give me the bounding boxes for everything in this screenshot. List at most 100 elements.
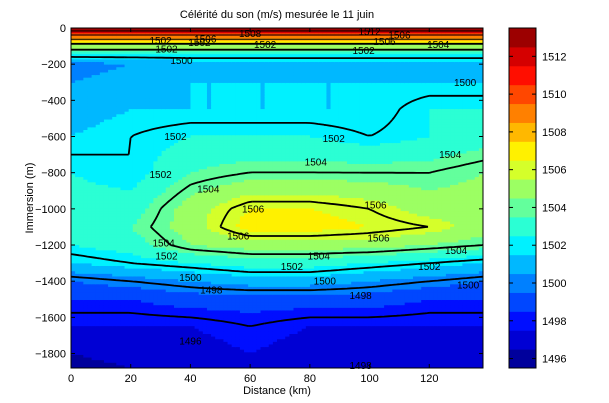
heatmap-cell [99,54,105,58]
heatmap-cell [75,82,80,87]
heatmap-cell [83,292,89,296]
heatmap-cell [75,289,80,293]
heatmap-cell [91,190,97,194]
heatmap-cell [141,200,146,204]
heatmap-cell [108,339,113,343]
heatmap-cell [103,349,109,353]
heatmap-cell [145,260,150,264]
heatmap-cell [132,75,138,79]
heatmap-cell [136,266,142,270]
heatmap-cell [116,234,122,238]
heatmap-cell [99,268,105,272]
heatmap-cell [112,80,117,84]
heatmap-cell [132,169,138,173]
heatmap-cell [141,263,146,267]
heatmap-cell [91,307,97,312]
heatmap-cell [95,260,101,264]
heatmap-cell [116,171,122,176]
heatmap-cell [95,90,101,94]
heatmap-cell [132,289,138,293]
heatmap-cell [124,250,130,254]
heatmap-cell [99,307,105,312]
heatmap-cell [87,177,93,181]
heatmap-cell [108,245,113,249]
heatmap-cell [132,226,138,230]
heatmap-cell [83,132,89,136]
heatmap-cell [79,130,84,134]
heatmap-cell [149,218,154,223]
heatmap-cell [112,216,117,220]
heatmap-cell [116,250,122,254]
heatmap-cell [128,226,134,230]
heatmap-cell [116,266,122,270]
heatmap-cell [75,339,80,343]
heatmap-cell [87,187,93,191]
heatmap-cell [112,292,117,296]
heatmap-cell [141,135,146,139]
heatmap-cell [108,279,113,283]
heatmap-cell [103,302,109,306]
heatmap-cell [124,341,130,346]
heatmap-cell [87,286,93,291]
heatmap-cell [75,344,80,348]
heatmap-cell [141,273,146,278]
heatmap-cell [108,284,113,288]
heatmap-cell [71,297,76,301]
heatmap-cell [99,77,105,81]
heatmap-cell [91,169,97,173]
heatmap-cell [79,232,84,236]
heatmap-cell [149,124,154,128]
heatmap-cell [108,109,113,113]
heatmap-cell [132,150,138,155]
heatmap-cell [103,145,109,149]
heatmap-cell [75,286,80,291]
heatmap-cell [141,203,146,207]
heatmap-cell [71,341,76,346]
heatmap-cell [99,174,105,178]
heatmap-cell [149,80,154,84]
heatmap-cell [83,302,89,306]
heatmap-cell [132,195,138,199]
heatmap-cell [71,150,76,155]
heatmap-cell [95,96,101,100]
heatmap-cell [95,145,101,149]
heatmap-cell [103,156,109,160]
heatmap-cell [128,341,134,346]
heatmap-cell [75,184,80,189]
heatmap-cell [87,266,93,270]
heatmap-cell [136,292,142,296]
heatmap-cell [141,255,146,259]
heatmap-cell [87,245,93,249]
heatmap-cell [128,328,134,332]
heatmap-cell [75,106,80,110]
heatmap-cell [83,101,89,105]
heatmap-cell [71,208,76,212]
heatmap-cell [95,161,101,165]
heatmap-cell [95,140,101,144]
heatmap-cell [132,336,138,340]
heatmap-cell [149,171,154,176]
heatmap-cell [120,318,126,322]
heatmap-cell [128,286,134,291]
heatmap-cell [132,124,138,128]
heatmap-cell [128,41,134,45]
heatmap-cell [132,98,138,102]
heatmap-cell [112,35,117,40]
heatmap-cell [79,307,84,312]
heatmap-cell [71,336,76,340]
heatmap-cell [87,268,93,272]
heatmap-cell [120,245,126,249]
heatmap-cell [120,315,126,319]
heatmap-cell [103,245,109,249]
heatmap-cell [124,221,130,225]
heatmap-cell [124,242,130,246]
heatmap-cell [128,59,134,63]
heatmap-cell [79,226,84,230]
heatmap-cell [75,318,80,322]
heatmap-cell [141,143,146,147]
heatmap-cell [112,281,117,285]
heatmap-cell [116,258,122,262]
heatmap-cell [79,300,84,304]
heatmap-cell [120,331,126,335]
heatmap-cell [103,90,109,94]
